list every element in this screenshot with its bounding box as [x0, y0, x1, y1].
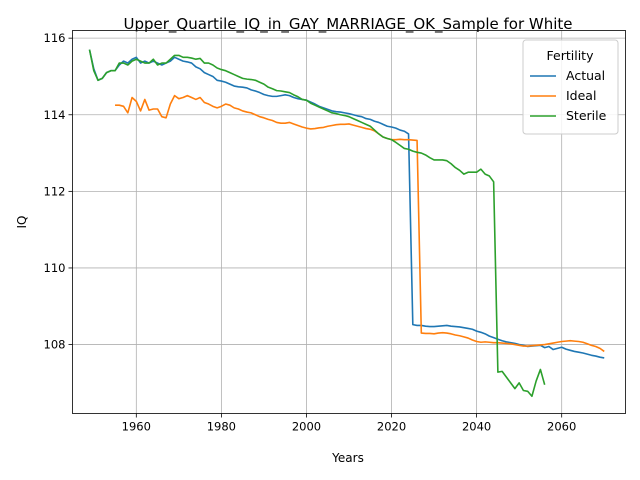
x-tick-label: 2020: [377, 420, 406, 434]
chart-title: Upper_Quartile_IQ_in_GAY_MARRIAGE_OK_Sam…: [123, 15, 572, 34]
legend-label-actual: Actual: [566, 68, 605, 83]
x-tick-label: 2000: [292, 420, 321, 434]
legend-label-sterile: Sterile: [566, 108, 607, 123]
y-tick-label: 116: [44, 31, 66, 45]
y-axis-label: IQ: [15, 216, 29, 229]
x-tick-label: 1960: [122, 420, 151, 434]
series-line-ideal: [115, 94, 605, 353]
series-lines: [88, 49, 605, 398]
y-tick-label: 112: [44, 184, 66, 198]
x-axis: 1960 1980 2000 2020 2040 2060: [122, 413, 576, 434]
legend-title: Fertility: [547, 48, 595, 63]
series-line-actual: [88, 49, 605, 359]
x-tick-label: 2060: [547, 420, 576, 434]
x-tick-label: 1980: [207, 420, 236, 434]
legend: Fertility Actual Ideal Sterile: [522, 39, 619, 135]
y-tick-label: 108: [44, 338, 66, 352]
plot-frame: [72, 30, 626, 414]
legend-box: [522, 39, 619, 135]
y-tick-label: 114: [44, 108, 66, 122]
legend-label-ideal: Ideal: [566, 88, 596, 103]
series-line-sterile: [88, 49, 546, 398]
y-axis: 108 110 112 114 116: [44, 31, 73, 352]
x-tick-label: 2040: [462, 420, 491, 434]
x-axis-label: Years: [331, 451, 364, 465]
y-tick-label: 110: [44, 261, 66, 275]
